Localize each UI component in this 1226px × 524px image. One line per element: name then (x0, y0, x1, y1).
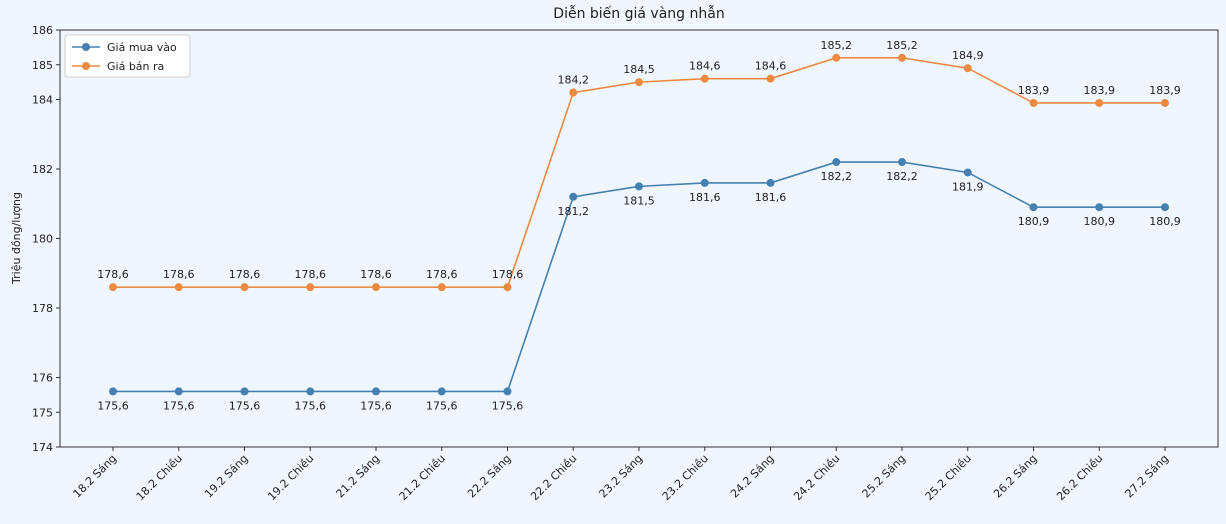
data-label: 181,5 (623, 194, 655, 207)
data-label: 178,6 (360, 268, 392, 281)
data-point (635, 182, 643, 191)
data-label: 181,9 (952, 180, 984, 193)
y-tick-label: 178 (32, 302, 53, 315)
data-point (766, 74, 775, 83)
data-label: 175,6 (360, 399, 392, 412)
data-label: 178,6 (426, 268, 458, 281)
data-point (832, 158, 841, 167)
data-label: 178,6 (229, 268, 261, 281)
data-label: 180,9 (1084, 215, 1116, 228)
data-label: 185,2 (886, 39, 918, 52)
chart-title: Diễn biến giá vàng nhẫn (553, 5, 724, 22)
y-tick-label: 182 (32, 163, 53, 176)
legend-label: Giá mua vào (107, 41, 177, 54)
data-label: 184,6 (755, 60, 787, 73)
data-label: 175,6 (426, 399, 458, 412)
data-point (174, 387, 183, 396)
data-label: 175,6 (163, 399, 195, 412)
data-label: 184,6 (689, 60, 721, 73)
data-label: 185,2 (821, 39, 853, 52)
data-point (1095, 203, 1104, 212)
y-tick-label: 174 (32, 441, 53, 454)
data-label: 183,9 (1084, 84, 1116, 97)
y-tick-label: 176 (32, 372, 53, 385)
y-tick-label: 175 (32, 406, 53, 419)
data-label: 183,9 (1018, 84, 1050, 97)
y-tick-label: 180 (32, 233, 53, 246)
data-point (898, 158, 906, 167)
data-point (766, 178, 775, 187)
data-label: 181,6 (755, 191, 787, 204)
data-point (963, 64, 972, 73)
data-point (306, 283, 315, 292)
data-point (569, 192, 578, 201)
data-point (503, 387, 512, 396)
data-label: 180,9 (1018, 215, 1050, 228)
data-label: 184,2 (558, 74, 590, 87)
y-axis-label: Triệu đồng/lượng (10, 192, 23, 285)
legend: Giá mua vào Giá bán ra (64, 34, 191, 78)
data-point (437, 283, 446, 292)
data-label: 178,6 (295, 268, 327, 281)
data-label: 178,6 (163, 268, 195, 281)
data-point (503, 283, 512, 292)
data-point (240, 387, 249, 396)
data-label: 182,2 (886, 170, 918, 183)
data-point (372, 283, 380, 292)
data-label: 175,6 (295, 399, 327, 412)
y-tick-label: 185 (32, 59, 53, 72)
data-point (1161, 98, 1169, 107)
data-label: 184,5 (623, 63, 655, 76)
y-tick-label: 186 (32, 24, 53, 37)
data-label: 181,6 (689, 191, 721, 204)
data-label: 182,2 (821, 170, 853, 183)
data-label: 175,6 (229, 399, 261, 412)
y-tick-label: 184 (32, 94, 53, 107)
data-label: 175,6 (492, 399, 524, 412)
data-point (109, 283, 117, 292)
data-point (306, 387, 315, 396)
data-label: 184,9 (952, 49, 984, 62)
data-point (963, 168, 972, 177)
data-label: 178,6 (97, 268, 129, 281)
data-label: 180,9 (1149, 215, 1181, 228)
data-point (174, 283, 183, 292)
data-point (437, 387, 446, 396)
data-point (109, 387, 117, 396)
legend-marker (82, 62, 90, 70)
data-label: 181,2 (558, 205, 590, 218)
data-point (1029, 98, 1038, 107)
legend-marker (82, 43, 90, 51)
data-point (832, 53, 841, 62)
legend-label: Giá bán ra (107, 60, 164, 73)
data-label: 175,6 (97, 399, 129, 412)
data-point (898, 53, 906, 62)
data-point (569, 88, 578, 97)
data-label: 183,9 (1149, 84, 1181, 97)
data-point (700, 74, 709, 83)
data-point (1029, 203, 1038, 212)
data-point (372, 387, 380, 396)
data-point (1095, 98, 1104, 107)
data-point (1161, 203, 1169, 212)
data-point (240, 283, 249, 292)
data-point (700, 178, 709, 187)
data-label: 178,6 (492, 268, 524, 281)
data-point (635, 78, 643, 87)
